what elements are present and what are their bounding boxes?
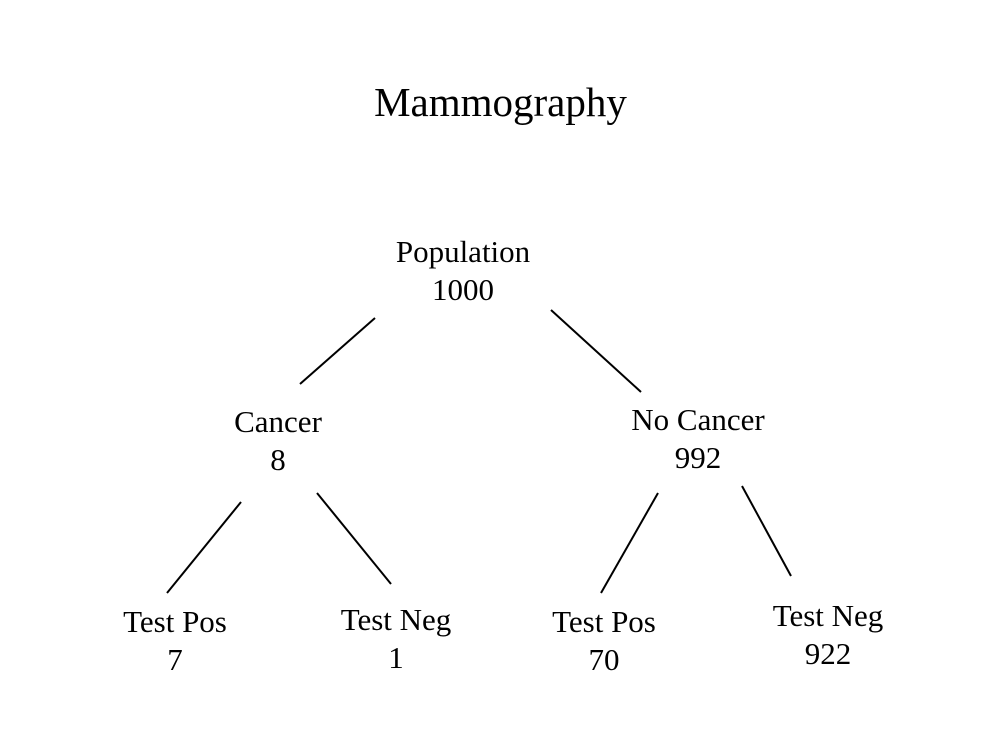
node-no-cancer-test-neg: Test Neg 922 bbox=[728, 597, 928, 673]
node-no-cancer-label: No Cancer bbox=[631, 402, 765, 437]
node-population: Population 1000 bbox=[363, 233, 563, 309]
node-no-cancer: No Cancer 992 bbox=[598, 401, 798, 477]
node-population-label: Population bbox=[395, 234, 531, 269]
edge-cancer-test-pos bbox=[166, 501, 242, 594]
node-no-cancer-test-pos-count: 70 bbox=[588, 642, 620, 677]
node-cancer-test-neg: Test Neg 1 bbox=[296, 601, 496, 677]
edge-population-cancer bbox=[299, 317, 376, 385]
node-cancer-test-neg-count: 1 bbox=[388, 640, 404, 675]
node-cancer-test-neg-label: Test Neg bbox=[340, 602, 452, 637]
node-no-cancer-count: 992 bbox=[674, 440, 722, 475]
edge-population-no-cancer bbox=[550, 309, 642, 393]
edge-no-cancer-test-pos bbox=[600, 492, 659, 594]
edge-cancer-test-neg bbox=[316, 492, 392, 585]
node-cancer-test-pos: Test Pos 7 bbox=[75, 603, 275, 679]
node-population-count: 1000 bbox=[432, 272, 494, 307]
edge-no-cancer-test-neg bbox=[741, 485, 792, 577]
node-no-cancer-test-pos: Test Pos 70 bbox=[504, 603, 704, 679]
node-no-cancer-test-pos-label: Test Pos bbox=[552, 604, 656, 639]
node-cancer-label: Cancer bbox=[234, 404, 322, 439]
node-cancer-test-pos-count: 7 bbox=[167, 642, 183, 677]
node-cancer-test-pos-label: Test Pos bbox=[123, 604, 227, 639]
node-no-cancer-test-neg-count: 922 bbox=[804, 636, 852, 671]
node-cancer: Cancer 8 bbox=[178, 403, 378, 479]
node-cancer-count: 8 bbox=[270, 442, 286, 477]
node-no-cancer-test-neg-label: Test Neg bbox=[772, 598, 884, 633]
diagram-title: Mammography bbox=[374, 79, 627, 125]
